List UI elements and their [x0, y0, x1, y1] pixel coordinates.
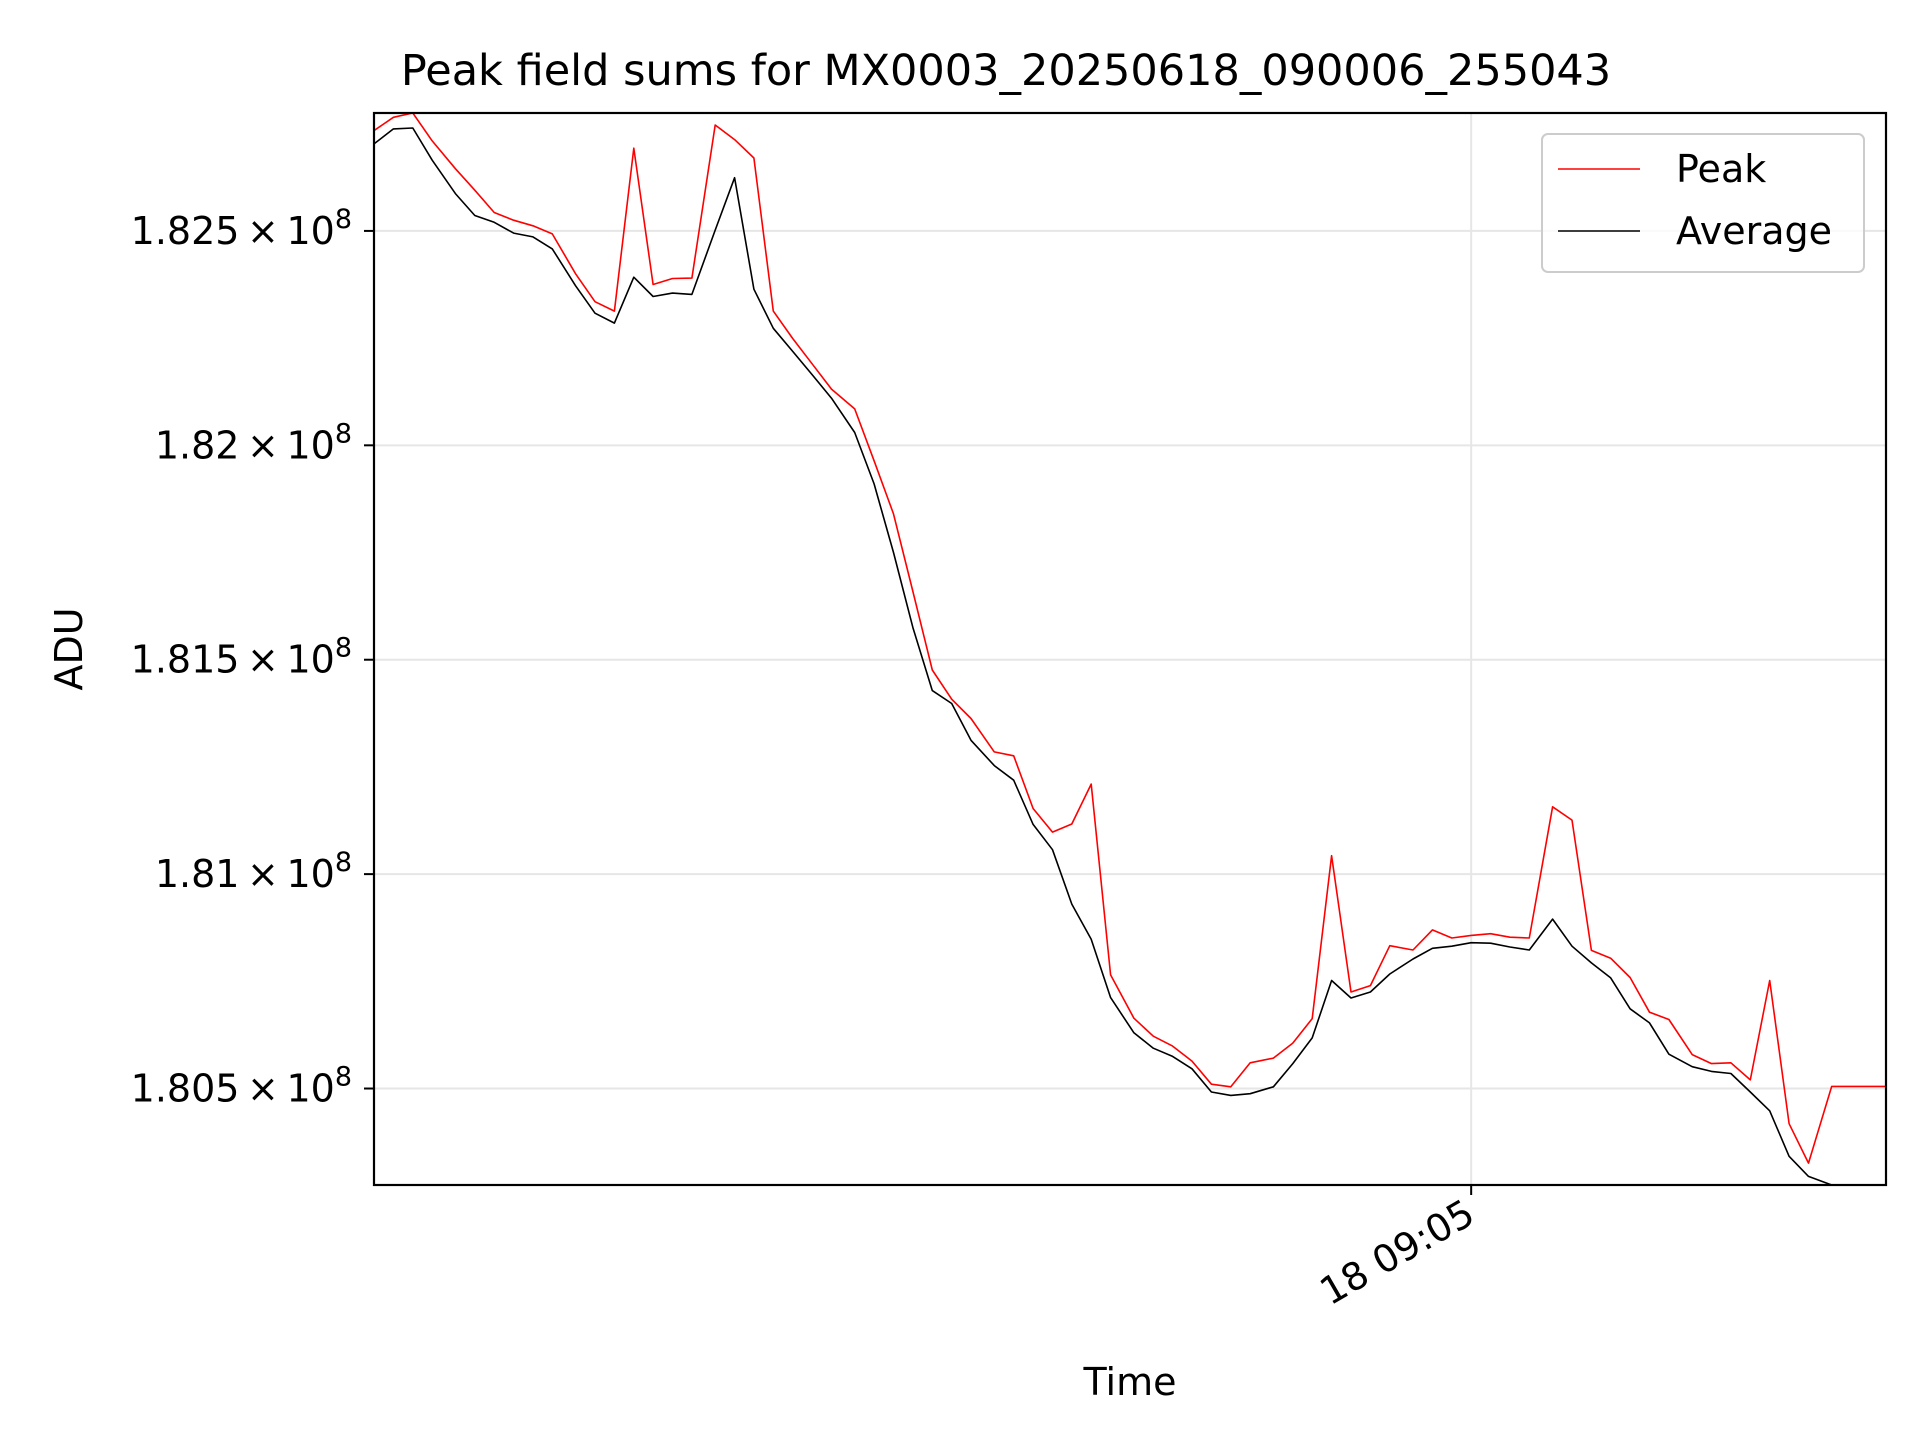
y-tick-times: × 10 [239, 852, 334, 896]
y-tick-label: 1.81 × 108 [155, 847, 352, 896]
y-tick-times: × 10 [239, 1067, 334, 1111]
legend: Peak Average [1541, 133, 1865, 273]
y-tick-exponent: 8 [335, 418, 352, 449]
chart-title: Peak field sums for MX0003_20250618_0900… [401, 46, 1611, 96]
y-tick-label: 1.82 × 108 [155, 418, 352, 467]
y-tick-exponent: 8 [335, 1062, 352, 1093]
y-tick-times: × 10 [239, 638, 334, 682]
series-line-peak [374, 113, 1886, 1164]
y-tick-exponent: 8 [335, 847, 352, 878]
x-axis-label: Time [1083, 1360, 1177, 1404]
series-line-average [374, 127, 1886, 1185]
y-tick-label: 1.825 × 108 [131, 204, 352, 253]
y-tick-mantissa: 1.825 [131, 209, 240, 253]
legend-label-average: Average [1676, 209, 1832, 253]
y-axis-label: ADU [47, 607, 91, 690]
y-tick-mantissa: 1.815 [131, 638, 240, 682]
series-layer [374, 113, 1886, 1185]
y-tick-exponent: 8 [335, 633, 352, 664]
y-tick-mantissa: 1.81 [155, 852, 240, 896]
plot-frame [372, 111, 1888, 1187]
y-tick-mantissa: 1.82 [155, 423, 240, 467]
legend-label-peak: Peak [1676, 147, 1766, 191]
y-tick-label: 1.815 × 108 [131, 633, 352, 682]
y-tick-times: × 10 [239, 423, 334, 467]
y-tick-times: × 10 [239, 209, 334, 253]
y-tick-label: 1.805 × 108 [131, 1062, 352, 1111]
y-tick-exponent: 8 [335, 204, 352, 235]
y-tick-mantissa: 1.805 [131, 1067, 240, 1111]
